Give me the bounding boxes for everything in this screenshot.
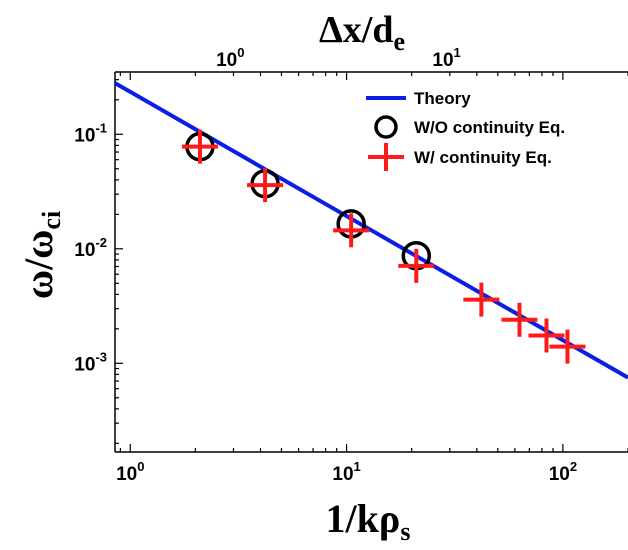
top-axis-title-main: Δx/d xyxy=(319,9,394,51)
y-axis-title-sub: ci xyxy=(37,211,66,230)
y-tick-label: 10-1 xyxy=(74,120,107,146)
legend-label-without-continuity: W/O continuity Eq. xyxy=(414,118,565,137)
y-tick-label: 10-3 xyxy=(74,349,107,375)
top-axis-title-sub: e xyxy=(393,27,405,56)
legend-label-with-continuity: W/ continuity Eq. xyxy=(414,148,552,167)
x-axis-title: 1/kρs xyxy=(326,496,411,546)
legend-item-with-continuity: W/ continuity Eq. xyxy=(368,143,552,171)
top-tick-label: 100 xyxy=(216,45,244,71)
legend-item-without-continuity: W/O continuity Eq. xyxy=(374,115,565,139)
y-axis-title: ω/ωci xyxy=(16,211,66,299)
x-axis-title-main: 1/kρ xyxy=(326,496,401,541)
x-tick-label: 101 xyxy=(332,459,360,485)
legend-label-theory: Theory xyxy=(414,89,471,108)
x-tick-label: 102 xyxy=(549,459,577,485)
legend-item-theory: Theory xyxy=(366,89,471,108)
top-tick-label: 101 xyxy=(432,45,460,71)
top-axis-title: Δx/de xyxy=(319,9,405,56)
x-tick-label: 100 xyxy=(116,459,144,485)
x-axis-title-sub: s xyxy=(400,517,410,546)
y-axis-title-main: ω/ω xyxy=(16,230,61,300)
plot-area: 100 101 102 10-1 10-2 10-3 100 101 xyxy=(74,45,628,485)
legend: Theory W/O continuity Eq. W/ continuity … xyxy=(366,89,565,171)
legend-circle-marker xyxy=(374,115,398,139)
y-tick-label: 10-2 xyxy=(74,235,107,261)
